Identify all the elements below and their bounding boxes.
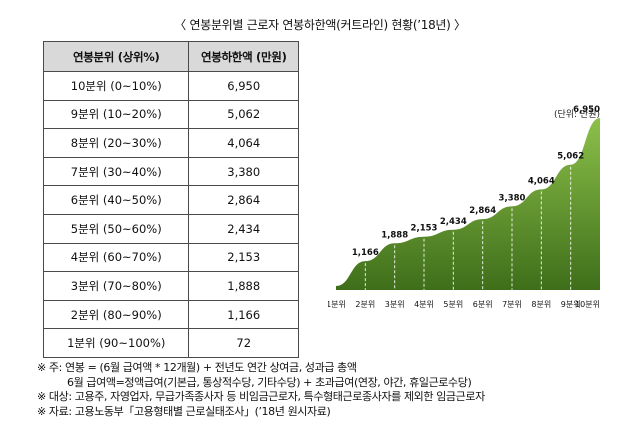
- note-line: ※ 자료: 고용노동부「고용형태별 근로실태조사」(’18년 원시자료): [37, 404, 331, 418]
- unit-label: (단위: 만원): [554, 109, 600, 120]
- table-row: 1분위 (90~100%) 72: [42, 328, 299, 358]
- decile-cell: 4분위 (60~70%): [42, 242, 190, 273]
- decile-cell: 3분위 (70~80%): [42, 271, 190, 301]
- value-label: 5,062: [557, 152, 584, 162]
- column-header-decile: 연봉분위 (상위%): [42, 41, 190, 72]
- note-line: 6월 급여액=정액급여(기본급, 통상적수당, 기타수당) + 초과급여(연장,…: [67, 375, 472, 389]
- value-label: 1,888: [381, 230, 408, 240]
- table-row: 10분위 (0~10%) 6,950: [42, 71, 299, 101]
- note-line: ※ 대상: 고용주, 자영업자, 무급가족종사자 등 비임금근로자, 특수형태근…: [37, 390, 485, 403]
- x-tick-label: 3분위: [385, 300, 405, 309]
- decile-area-chart: (단위: 만원) 1,1661,8882,1532,4342,8643,3804…: [328, 105, 600, 309]
- value-cell: 2,434: [188, 213, 299, 244]
- x-tick-label: 5분위: [443, 300, 463, 309]
- page-title: 〈 연봉분위별 근로자 연봉하한액(커트라인) 현황(’18년) 〉: [174, 18, 466, 32]
- decile-cell: 5분위 (50~60%): [42, 213, 190, 244]
- value-label: 1,166: [352, 248, 379, 258]
- x-tick-label: 2분위: [355, 300, 375, 309]
- table-row: 7분위 (30~40%) 3,380: [42, 156, 299, 187]
- value-label: 4,064: [528, 176, 555, 186]
- table-row: 3분위 (70~80%) 1,888: [42, 271, 299, 301]
- value-cell: 2,864: [188, 185, 299, 215]
- table-header-row: 연봉분위 (상위%) 연봉하한액 (만원): [42, 41, 299, 72]
- value-cell: 3,380: [188, 156, 299, 187]
- x-tick-label: 4분위: [414, 300, 434, 309]
- value-cell: 72: [188, 328, 299, 358]
- area-series: [336, 118, 600, 290]
- note-line: ※ 주: 연봉 = (6월 급여액 * 12개월) + 전년도 연간 상여금, …: [37, 361, 357, 374]
- footnotes: ※ 주: 연봉 = (6월 급여액 * 12개월) + 전년도 연간 상여금, …: [37, 361, 485, 419]
- income-decile-table: 연봉분위 (상위%) 연봉하한액 (만원) 10분위 (0~10%) 6,950 …: [42, 41, 299, 358]
- x-tick-label: 6분위: [473, 300, 493, 309]
- x-tick-label: 1분위: [328, 300, 346, 309]
- value-cell: 6,950: [188, 71, 299, 101]
- value-label: 2,864: [469, 206, 496, 216]
- x-tick-label: 8분위: [531, 300, 551, 309]
- decile-cell: 9분위 (10~20%): [42, 99, 190, 130]
- x-tick-label: 7분위: [502, 300, 522, 309]
- table-row: 9분위 (10~20%) 5,062: [42, 99, 299, 130]
- x-tick-label: 9분위: [561, 300, 581, 309]
- decile-cell: 6분위 (40~50%): [42, 185, 190, 215]
- x-tick-label: 10분위: [575, 300, 600, 309]
- gridlines: [364, 166, 572, 290]
- value-label: 2,434: [440, 217, 467, 227]
- value-label: 6,950: [573, 105, 600, 115]
- decile-cell: 7분위 (30~40%): [42, 156, 190, 187]
- decile-cell: 2분위 (80~90%): [42, 299, 190, 330]
- column-header-value: 연봉하한액 (만원): [188, 41, 299, 72]
- decile-cell: 8분위 (20~30%): [42, 128, 190, 158]
- decile-cell: 10분위 (0~10%): [42, 71, 190, 101]
- table-row: 5분위 (50~60%) 2,434: [42, 213, 299, 244]
- table-row: 4분위 (60~70%) 2,153: [42, 242, 299, 273]
- value-label: 2,153: [411, 224, 438, 234]
- table-row: 2분위 (80~90%) 1,166: [42, 299, 299, 330]
- table-row: 8분위 (20~30%) 4,064: [42, 128, 299, 158]
- value-cell: 1,888: [188, 271, 299, 301]
- value-cell: 2,153: [188, 242, 299, 273]
- value-cell: 1,166: [188, 299, 299, 330]
- value-cell: 4,064: [188, 128, 299, 158]
- value-cell: 5,062: [188, 99, 299, 130]
- table-row: 6분위 (40~50%) 2,864: [42, 185, 299, 215]
- value-label: 3,380: [499, 193, 526, 203]
- decile-cell: 1분위 (90~100%): [42, 328, 190, 358]
